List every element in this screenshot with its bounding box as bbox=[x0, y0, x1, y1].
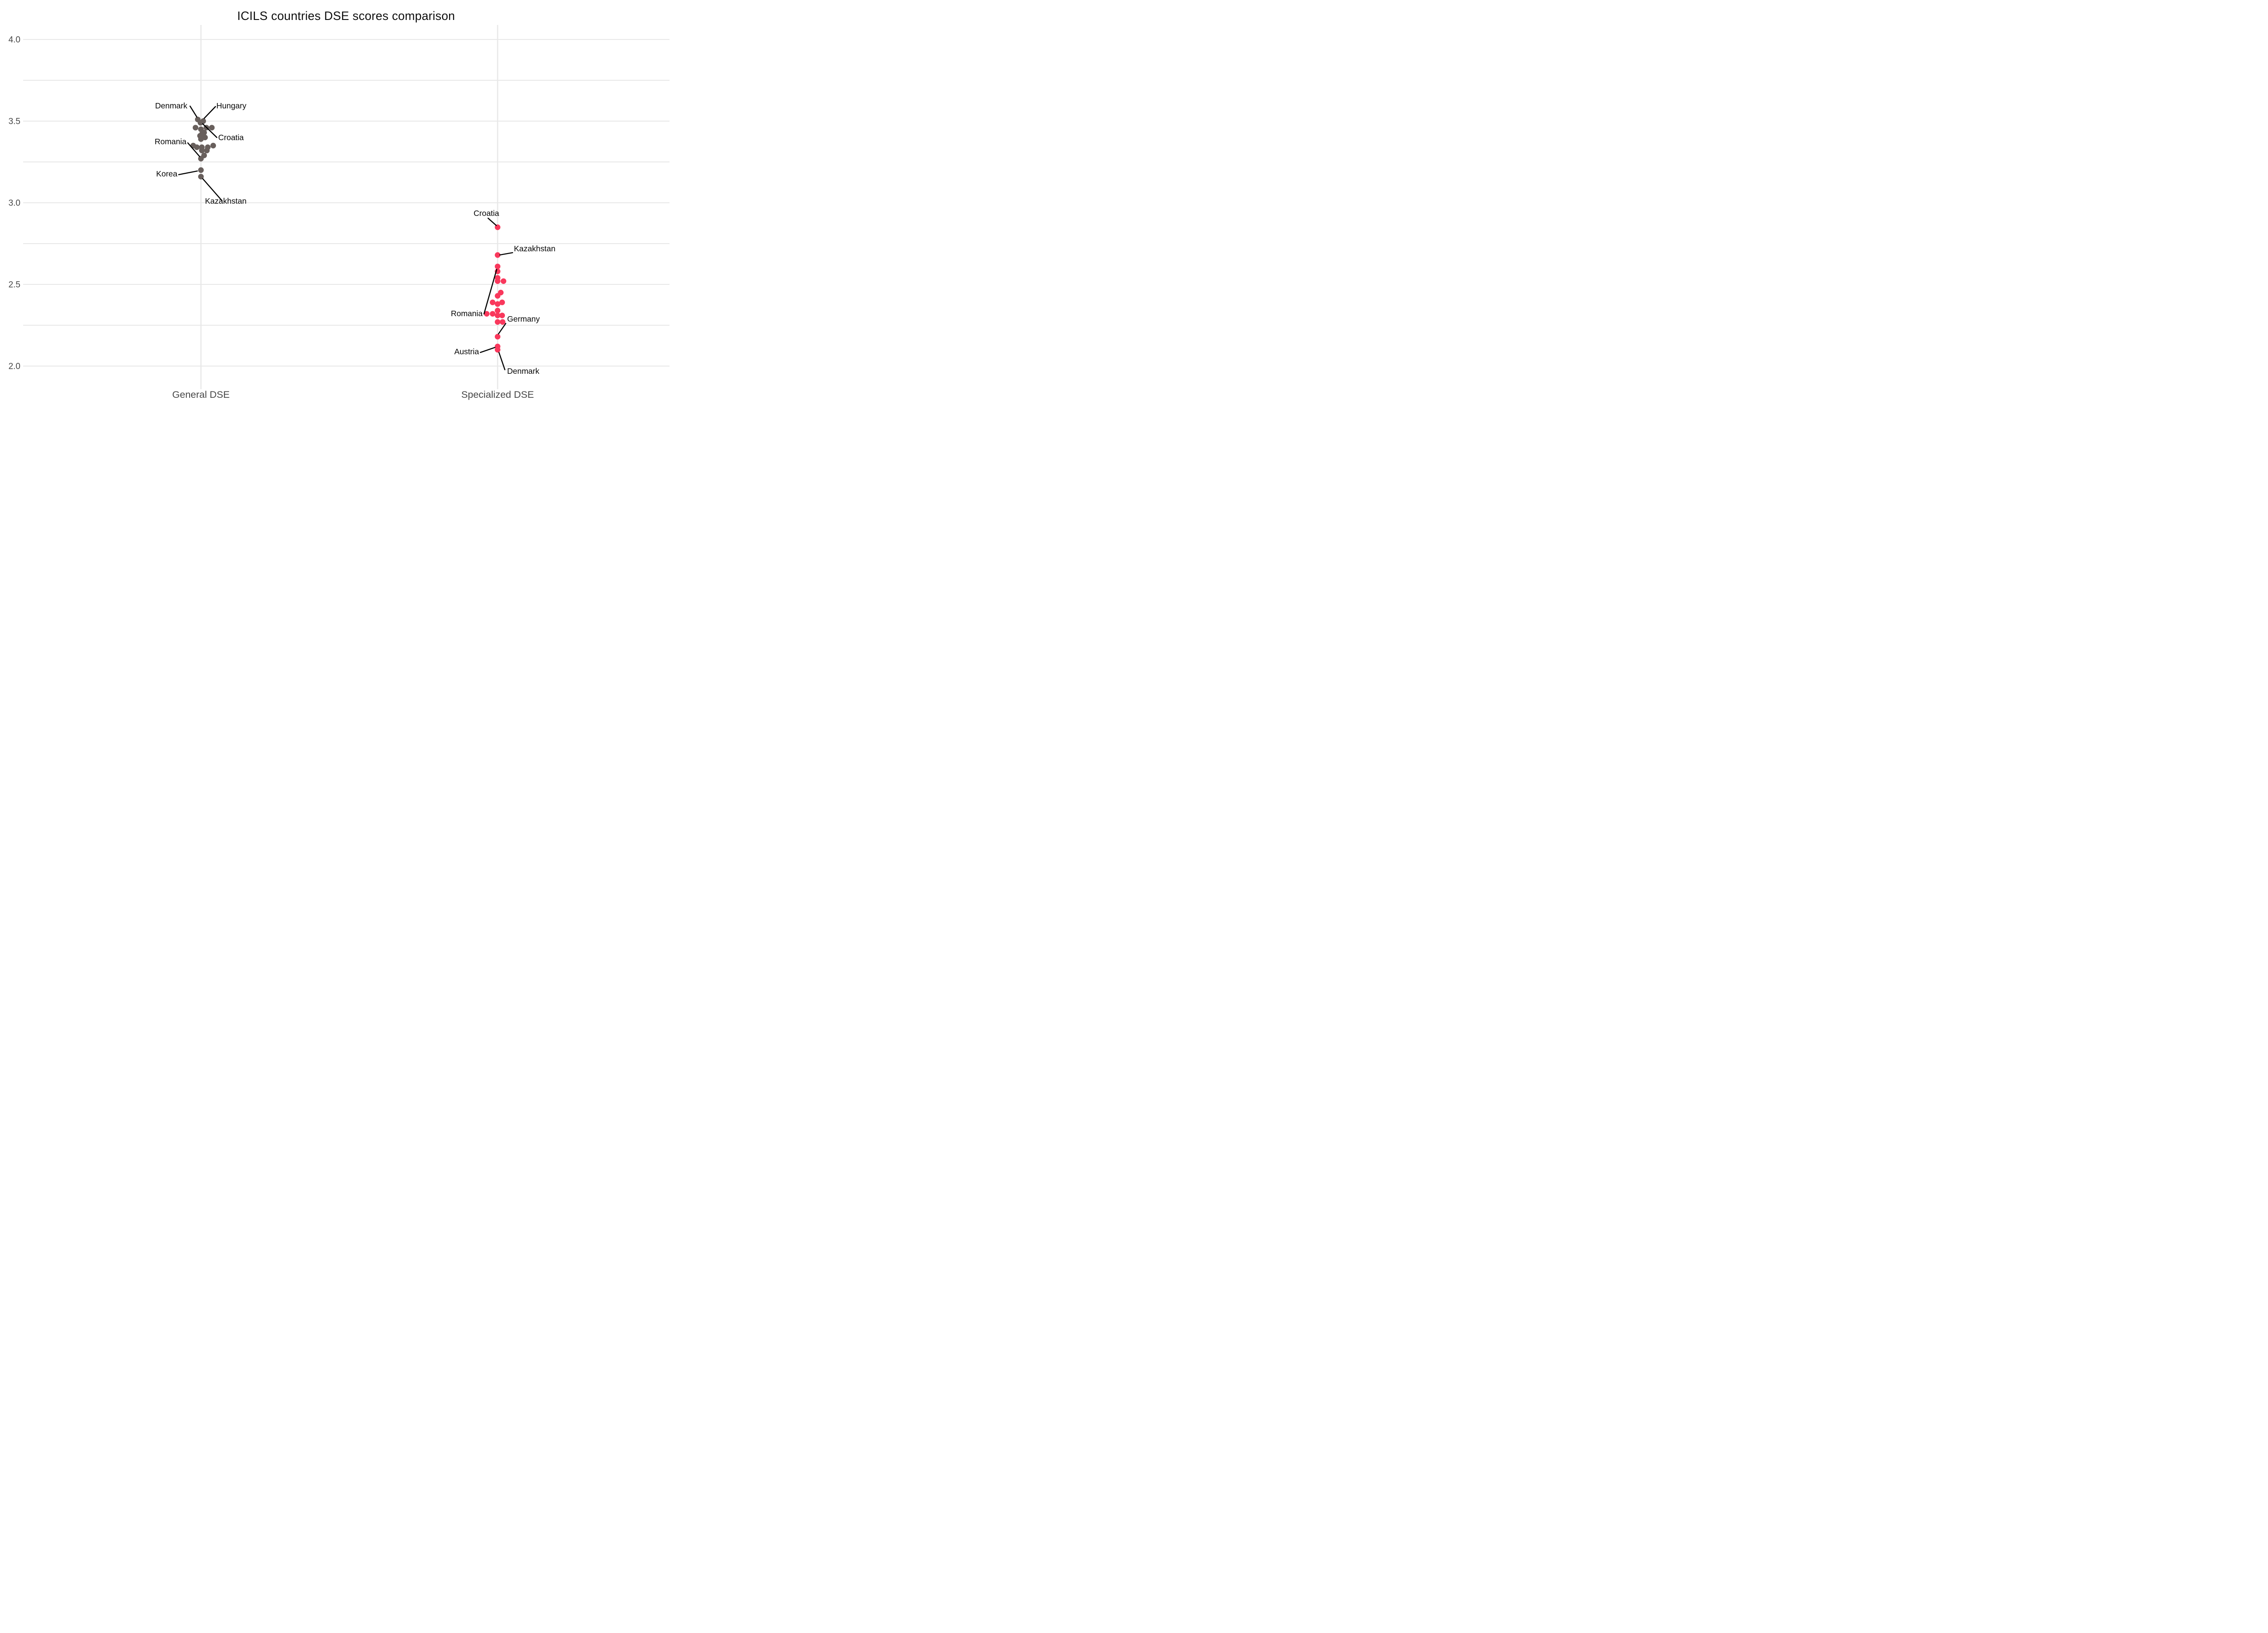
callout-line-specialized-dse-austria bbox=[479, 347, 496, 353]
point-specialized-dse-10 bbox=[494, 301, 501, 307]
callout-line-general-dse-croatia bbox=[202, 123, 218, 138]
country-label-specialized-dse-denmark: Denmark bbox=[507, 367, 539, 376]
x-axis-label-specialized-dse: Specialized DSE bbox=[461, 389, 534, 400]
y-tick-label-3.0: 3.0 bbox=[9, 199, 20, 208]
country-label-specialized-dse-kazakhstan: Kazakhstan bbox=[514, 244, 555, 253]
point-general-dse-romania bbox=[198, 156, 204, 161]
y-tick-label-4.0: 4.0 bbox=[9, 35, 20, 45]
country-label-general-dse-romania: Romania bbox=[155, 137, 186, 146]
point-general-dse-3 bbox=[192, 125, 199, 131]
callout-line-general-dse-denmark bbox=[189, 105, 198, 118]
point-specialized-dse-11 bbox=[499, 299, 505, 305]
country-label-general-dse-korea: Korea bbox=[156, 169, 177, 178]
callout-line-specialized-dse-denmark bbox=[498, 352, 506, 371]
country-label-general-dse-kazakhstan: Kazakhstan bbox=[205, 196, 246, 205]
plot-area: 4.0 3.5 3.0 2.5 2.0 General DSE Specialized DS… bbox=[9, 25, 670, 400]
dse-comparison-chart: ICILS countries DSE scores comparison 4.… bbox=[0, 0, 680, 408]
point-specialized-dse-16 bbox=[499, 313, 505, 318]
point-specialized-dse-kazakhstan bbox=[494, 252, 501, 258]
point-general-dse-croatia bbox=[197, 120, 204, 126]
callout-line-specialized-dse-romania bbox=[483, 269, 498, 315]
y-tick-label-3.5: 3.5 bbox=[9, 117, 20, 127]
callout-line-general-dse-romania bbox=[187, 142, 200, 157]
chart-title: ICILS countries DSE scores comparison bbox=[237, 9, 455, 23]
point-general-dse-korea bbox=[198, 167, 204, 173]
point-general-dse-kazakhstan bbox=[198, 174, 204, 180]
point-specialized-dse-9 bbox=[489, 299, 496, 305]
point-specialized-dse-5 bbox=[494, 278, 501, 284]
callout-line-specialized-dse-germany bbox=[498, 323, 507, 335]
country-label-specialized-dse-austria: Austria bbox=[455, 347, 479, 356]
country-label-general-dse-hungary: Hungary bbox=[216, 101, 246, 110]
point-specialized-dse-8 bbox=[494, 293, 501, 299]
point-general-dse-6 bbox=[209, 125, 215, 131]
callout-line-general-dse-hungary bbox=[203, 106, 216, 119]
point-general-dse-13 bbox=[194, 144, 200, 150]
point-specialized-dse-romania bbox=[494, 264, 501, 269]
point-specialized-dse-denmark bbox=[494, 347, 501, 353]
country-label-specialized-dse-germany: Germany bbox=[507, 314, 540, 323]
y-tick-label-2.5: 2.5 bbox=[9, 280, 20, 290]
callout-line-general-dse-korea bbox=[178, 170, 198, 176]
point-general-dse-18 bbox=[204, 147, 210, 153]
callout-line-specialized-dse-croatia bbox=[487, 217, 497, 226]
callout-line-general-dse-kazakhstan bbox=[202, 178, 223, 201]
country-label-general-dse-denmark: Denmark bbox=[155, 101, 187, 110]
point-specialized-dse-6 bbox=[500, 278, 507, 284]
country-label-general-dse-croatia: Croatia bbox=[218, 133, 244, 142]
country-label-specialized-dse-croatia: Croatia bbox=[474, 209, 499, 218]
point-general-dse-17 bbox=[199, 147, 205, 153]
point-specialized-dse-germany bbox=[494, 334, 501, 340]
point-specialized-dse-13 bbox=[484, 311, 490, 317]
point-specialized-dse-14 bbox=[489, 311, 496, 317]
point-specialized-dse-12 bbox=[494, 308, 501, 313]
point-general-dse-11 bbox=[198, 136, 204, 142]
country-label-specialized-dse-romania: Romania bbox=[451, 309, 483, 318]
y-tick-label-2.0: 2.0 bbox=[9, 362, 20, 372]
point-specialized-dse-15 bbox=[494, 313, 501, 318]
callout-line-specialized-dse-kazakhstan bbox=[499, 252, 513, 256]
point-specialized-dse-18 bbox=[499, 319, 506, 325]
point-specialized-dse-17 bbox=[494, 319, 501, 325]
x-axis-label-general-dse: General DSE bbox=[172, 389, 230, 400]
point-general-dse-16 bbox=[210, 142, 216, 149]
